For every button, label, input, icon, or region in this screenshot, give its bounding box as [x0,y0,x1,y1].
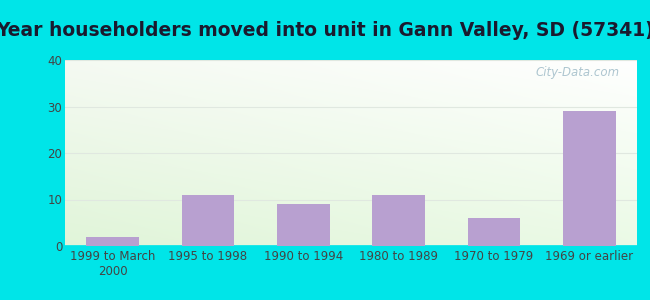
Bar [277,204,330,246]
Bar [372,195,425,246]
Bar [468,218,520,246]
Bar [86,237,139,246]
Text: City-Data.com: City-Data.com [536,66,620,79]
Bar [182,195,234,246]
Text: Year householders moved into unit in Gann Valley, SD (57341): Year householders moved into unit in Gan… [0,21,650,40]
Bar [563,111,616,246]
